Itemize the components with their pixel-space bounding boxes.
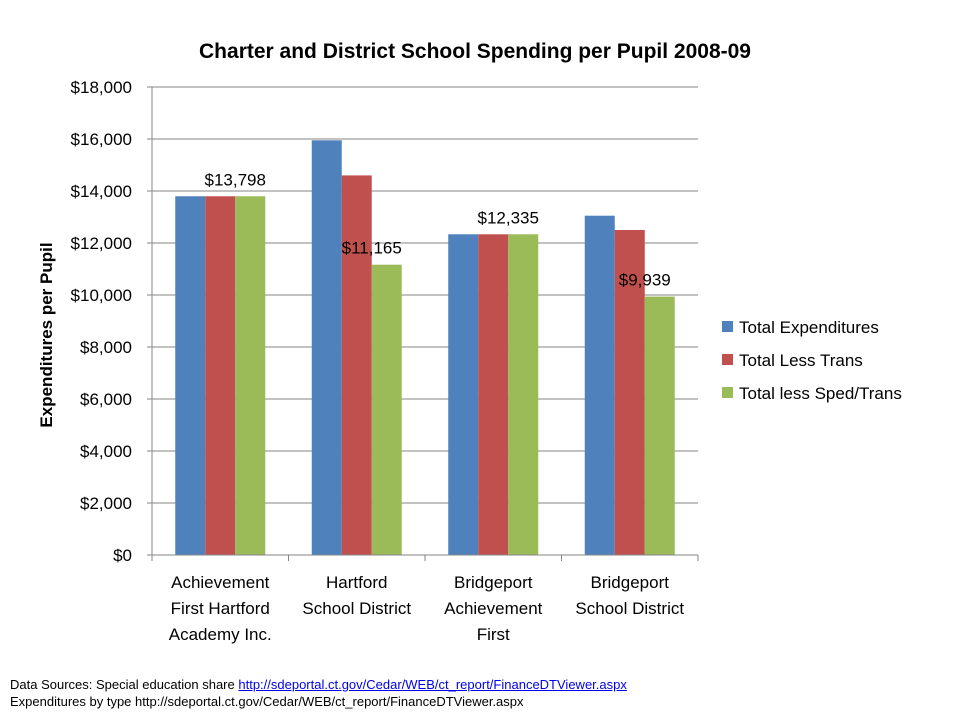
x-tick-label: School District (302, 599, 411, 618)
sources-line-1: Data Sources: Special education share ht… (10, 676, 627, 693)
bar (341, 175, 372, 555)
bar (614, 230, 645, 555)
y-tick-label: $16,000 (71, 130, 132, 149)
legend: Total Expenditures Total Less Trans Total … (722, 318, 902, 403)
legend-swatch (722, 354, 733, 365)
bar (644, 296, 675, 555)
data-label: $12,335 (478, 208, 539, 227)
x-tick-label: Bridgeport (591, 573, 670, 592)
data-labels: $13,798 $11,165 $12,335 $9,939 (205, 170, 671, 289)
legend-swatch (722, 387, 733, 398)
y-tick-label: $12,000 (71, 234, 132, 253)
x-tick-label: School District (575, 599, 684, 618)
x-tick-label: First Hartford (171, 599, 270, 618)
y-tick-label: $18,000 (71, 78, 132, 97)
x-tick-label: Academy Inc. (169, 625, 272, 644)
bars (175, 140, 675, 556)
y-tick-label: $8,000 (80, 338, 132, 357)
bar (175, 196, 206, 555)
legend-entry: Total less Sped/Trans (739, 384, 902, 403)
data-label: $13,798 (205, 170, 266, 189)
y-tick-label: $4,000 (80, 442, 132, 461)
y-tick-label: $10,000 (71, 286, 132, 305)
data-label: $11,165 (342, 239, 402, 258)
y-tick-label: $2,000 (80, 494, 132, 513)
x-tick-label: Achievement (171, 573, 270, 592)
bar (448, 234, 479, 556)
chart-title: Charter and District School Spending per… (199, 40, 751, 63)
chart: Charter and District School Spending per… (37, 40, 902, 644)
bar (478, 234, 509, 556)
y-tick-label: $6,000 (80, 390, 132, 409)
y-tick-label: $0 (113, 546, 132, 565)
y-axis-label: Expenditures per Pupil (37, 242, 56, 427)
data-sources: Data Sources: Special education share ht… (10, 676, 627, 710)
axes: $0 $2,000 $4,000 $6,000 $8,000 $10,000 $12,000… (71, 78, 699, 644)
x-tick-label: Achievement (444, 599, 543, 618)
bar (311, 140, 342, 556)
y-tick-label: $14,000 (71, 182, 132, 201)
x-tick-label: Hartford (326, 573, 387, 592)
bar (584, 215, 615, 555)
legend-entry: Total Less Trans (739, 351, 863, 370)
x-tick-label: Bridgeport (454, 573, 533, 592)
x-tick-label: First (477, 625, 510, 644)
legend-swatch (722, 321, 733, 332)
bar (205, 196, 236, 555)
sources-line-2: Expenditures by type http://sdeportal.ct… (10, 694, 524, 709)
bar (235, 196, 266, 555)
bar (508, 234, 539, 556)
sources-prefix: Data Sources: Special education share (10, 677, 239, 692)
data-label: $9,939 (619, 271, 671, 290)
legend-entry: Total Expenditures (739, 318, 879, 337)
sources-link[interactable]: http://sdeportal.ct.gov/Cedar/WEB/ct_rep… (238, 677, 627, 692)
bar (371, 264, 402, 555)
